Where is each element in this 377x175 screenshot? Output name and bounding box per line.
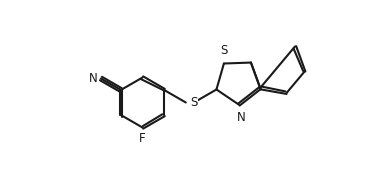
- Text: S: S: [190, 96, 197, 109]
- Text: S: S: [220, 44, 228, 57]
- Text: N: N: [89, 72, 98, 85]
- Text: N: N: [237, 111, 246, 124]
- Text: F: F: [139, 132, 146, 145]
